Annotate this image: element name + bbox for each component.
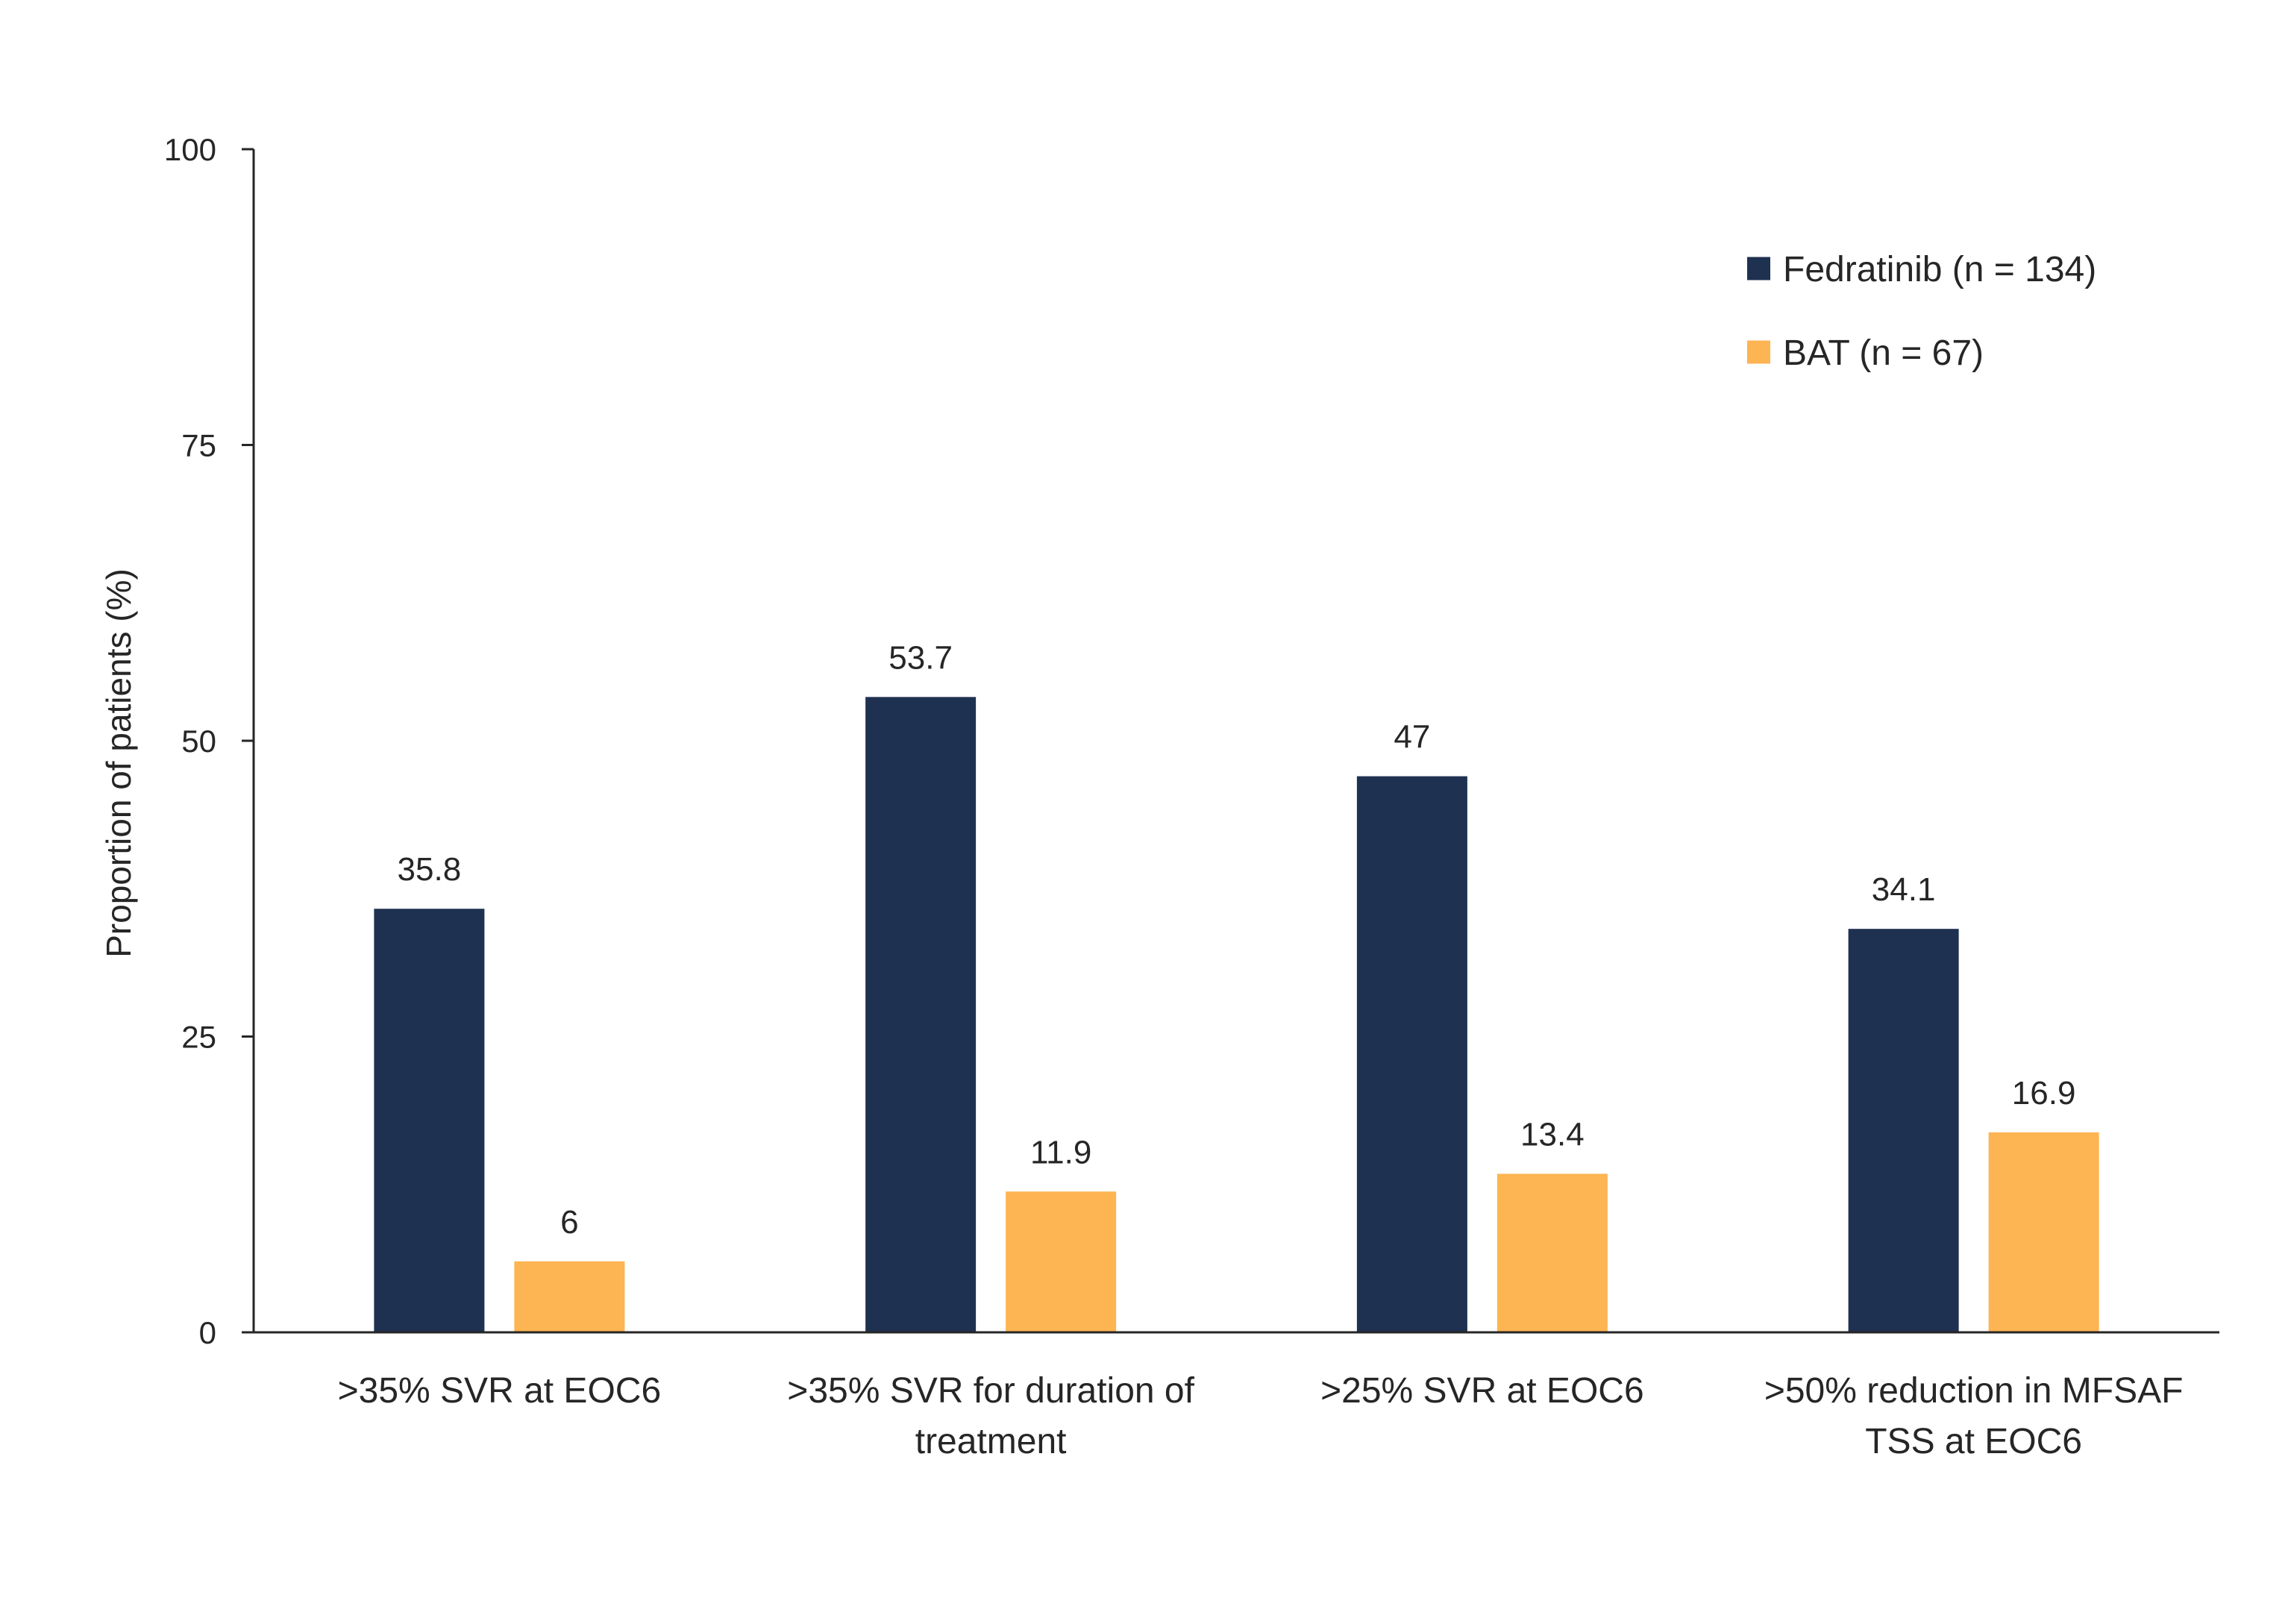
data-labels: 35.8 6 53.7 11.9 47 13.4 34.1 16.9 xyxy=(398,639,2076,1241)
y-tick-label: 100 xyxy=(164,132,216,167)
bar-bat xyxy=(514,1261,625,1332)
y-tick-label: 75 xyxy=(181,428,216,463)
data-label: 47 xyxy=(1394,719,1430,756)
data-label: 16.9 xyxy=(2012,1075,2076,1112)
data-label: 53.7 xyxy=(888,639,953,676)
bar-fedratinib xyxy=(374,909,485,1332)
y-tick-label: 25 xyxy=(181,1020,216,1055)
legend-label: BAT (n = 67) xyxy=(1783,333,1984,373)
legend-label: Fedratinib (n = 134) xyxy=(1783,250,2096,289)
y-axis-ticks: 0 25 50 75 100 xyxy=(164,132,254,1350)
bar-fedratinib xyxy=(865,697,977,1332)
data-label: 34.1 xyxy=(1872,871,1936,908)
y-axis-title: Proportion of patients (%) xyxy=(99,568,138,958)
bar-bat xyxy=(1496,1173,1608,1332)
data-label: 13.4 xyxy=(1520,1116,1585,1153)
bars xyxy=(374,697,2099,1332)
data-label: 35.8 xyxy=(398,851,462,888)
legend: Fedratinib (n = 134) BAT (n = 67) xyxy=(1747,250,2096,373)
x-category-label: >25% SVR at EOC6 xyxy=(1320,1371,1644,1411)
x-category-label: >50% reduction in MFSAF TSS at EOC6 xyxy=(1764,1371,2184,1461)
data-label: 11.9 xyxy=(1030,1134,1091,1170)
x-category-label: >35% SVR at EOC6 xyxy=(338,1371,662,1411)
bar-fedratinib xyxy=(1848,929,1959,1332)
y-tick-label: 0 xyxy=(199,1315,216,1350)
bar-bat xyxy=(1006,1191,1117,1332)
legend-swatch xyxy=(1747,340,1770,364)
data-label: 6 xyxy=(560,1204,578,1241)
x-axis-labels: >35% SVR at EOC6 >35% SVR for duration of… xyxy=(338,1371,2184,1461)
bar-bat xyxy=(1988,1132,2099,1332)
x-category-label: >35% SVR for duration of treatment xyxy=(787,1371,1194,1461)
y-tick-label: 50 xyxy=(181,724,216,759)
legend-swatch xyxy=(1747,257,1770,280)
bar-fedratinib xyxy=(1356,776,1467,1332)
